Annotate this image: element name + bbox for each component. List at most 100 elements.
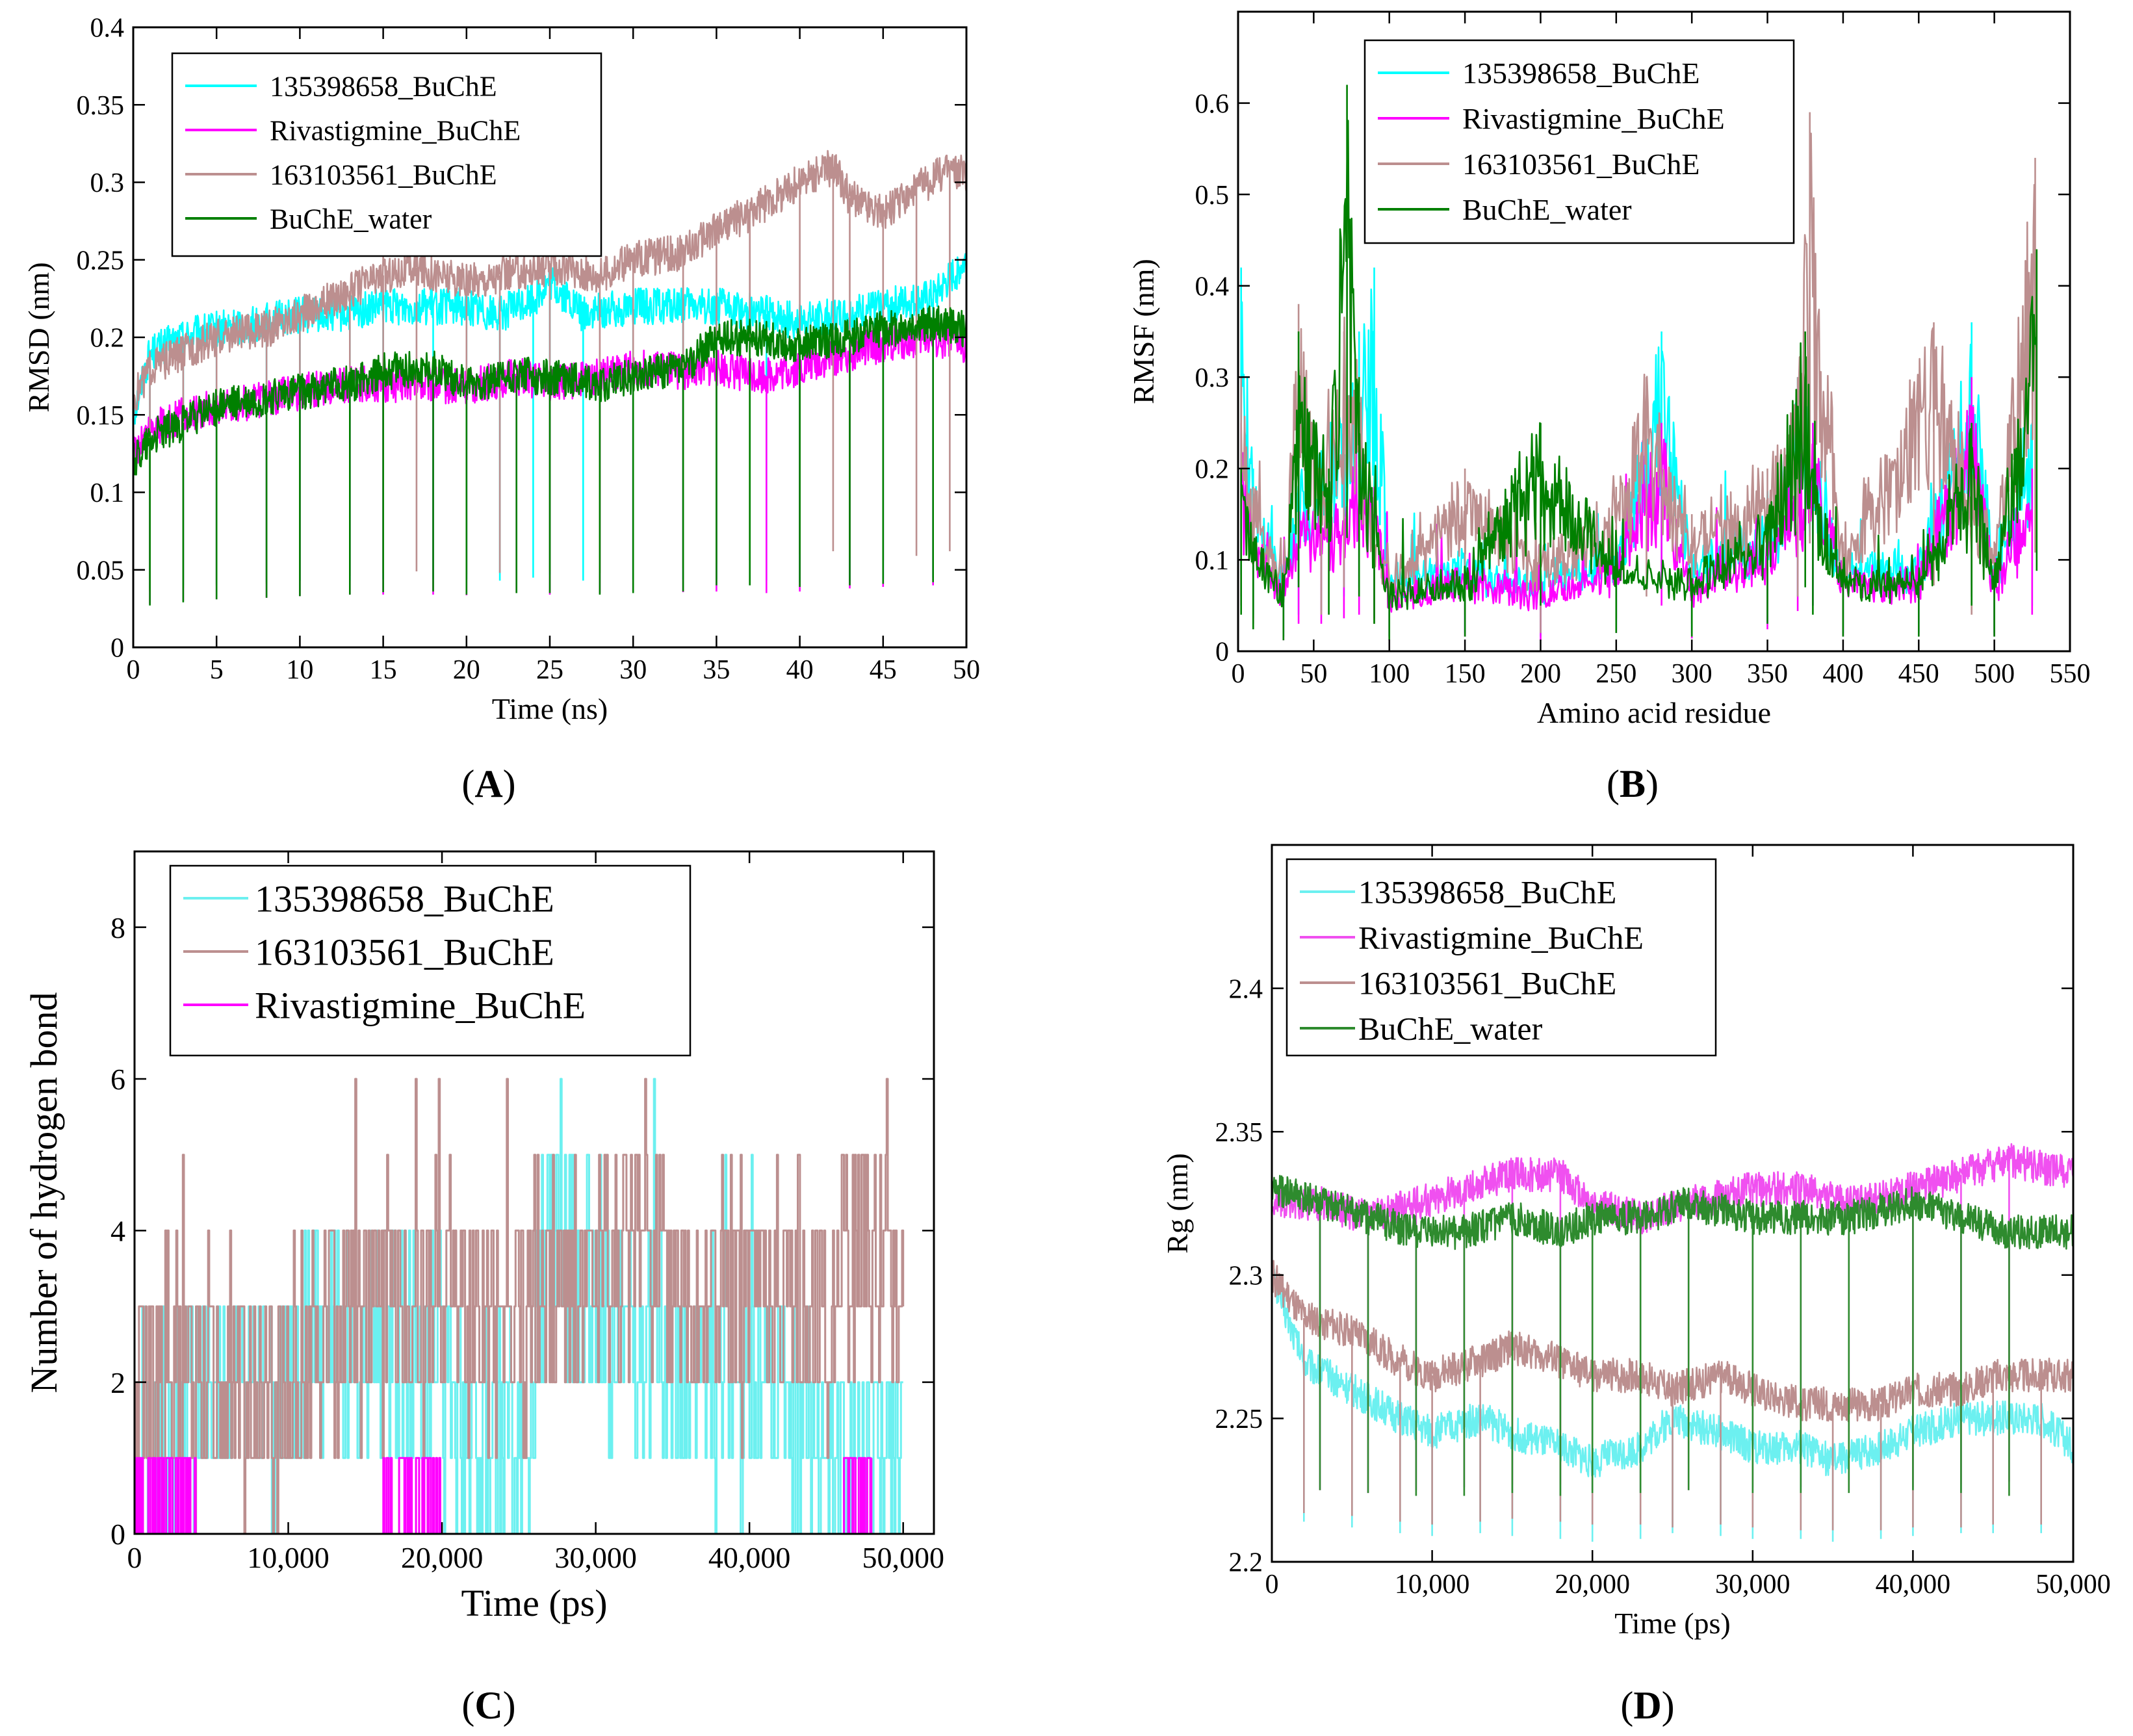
x-tick-label: 400 xyxy=(1822,659,1863,689)
x-tick-label: 0 xyxy=(127,1541,142,1574)
x-tick-label: 200 xyxy=(1520,659,1561,689)
chart-d: 0 10,000 20,000 30,000 40,000 50,000 2.2 2.25 2.… xyxy=(1161,844,2111,1640)
x-tick-label: 50 xyxy=(1300,659,1327,689)
y-tick-label: 0.35 xyxy=(77,91,125,121)
y-tick-label: 0 xyxy=(1215,638,1229,667)
x-tick-label: 20 xyxy=(453,655,480,685)
caption-c: (C) xyxy=(461,1684,516,1727)
legend-entry: 135398658_BuChE xyxy=(270,70,497,102)
x-tick-label: 10 xyxy=(286,655,313,685)
caption-a: (A) xyxy=(461,762,516,805)
caption-c-letter: C xyxy=(474,1684,503,1727)
x-tick-label: 40 xyxy=(786,655,814,685)
series-line-buche-water xyxy=(1240,84,2038,641)
chart-c: 0 10,000 20,000 30,000 40,000 50,000 0 2 4 6 8 Time… xyxy=(23,850,944,1624)
x-tick-label: 45 xyxy=(870,655,897,685)
x-tick-label: 40,000 xyxy=(1876,1570,1951,1600)
legend-box xyxy=(1286,858,1717,1057)
y-tick-label: 0.3 xyxy=(1195,363,1230,393)
caption-d-letter: D xyxy=(1633,1684,1662,1727)
caption-d: (D) xyxy=(1620,1684,1675,1727)
legend: 135398658_BuChE Rivastigmine_BuChE 1631035… xyxy=(171,52,602,257)
x-tick-label: 10,000 xyxy=(1395,1570,1470,1600)
caption-b: (B) xyxy=(1607,762,1659,805)
x-tick-label: 100 xyxy=(1369,659,1410,689)
y-tick-label: 0.4 xyxy=(1195,272,1230,302)
x-tick-label: 30,000 xyxy=(1715,1570,1790,1600)
legend-entry: 135398658_BuChE xyxy=(1462,57,1700,90)
series-group xyxy=(1240,84,2038,641)
y-tick-label: 2.4 xyxy=(1229,974,1263,1004)
legend-box xyxy=(169,864,692,1057)
legend-entry: BuChE_water xyxy=(1462,193,1632,226)
y-tick-label: 0 xyxy=(110,1518,125,1551)
legend-entry: 163103561_BuChE xyxy=(270,159,497,190)
series-line-163103561-buche xyxy=(135,1078,905,1534)
chart-a: 0 5 10 15 20 25 30 35 40 45 50 0 0.05 0.1 0.15 0.2 0.25 0… xyxy=(22,14,980,725)
series-line-163103561-buche xyxy=(1272,1260,2073,1531)
legend-entry: 135398658_BuChE xyxy=(255,877,554,920)
legend-entry: BuChE_water xyxy=(1358,1011,1543,1047)
legend: 135398658_BuChE Rivastigmine_BuChE 1631035… xyxy=(1364,39,1795,244)
y-tick-label: 0.3 xyxy=(90,168,125,198)
legend-entry: Rivastigmine_BuChE xyxy=(270,114,521,146)
x-tick-label: 50,000 xyxy=(2036,1570,2111,1600)
x-tick-label: 500 xyxy=(1974,659,2015,689)
x-tick-label: 30 xyxy=(619,655,647,685)
series-group xyxy=(1272,1143,2073,1542)
y-tick-label: 0.4 xyxy=(90,14,125,44)
y-tick-label: 0 xyxy=(110,634,124,664)
y-tick-label: 2.2 xyxy=(1229,1548,1263,1578)
x-tick-label: 0 xyxy=(1232,659,1245,689)
x-tick-label: 25 xyxy=(536,655,563,685)
x-axis-label: Time (ps) xyxy=(1614,1607,1731,1640)
y-axis-label: Number of hydrogen bond xyxy=(23,992,65,1393)
x-tick-label: 0 xyxy=(127,655,140,685)
legend-entry: Rivastigmine_BuChE xyxy=(255,984,586,1026)
caption-a-letter: A xyxy=(474,762,503,805)
legend-entry: 163103561_BuChE xyxy=(1462,148,1700,181)
x-tick-label: 450 xyxy=(1898,659,1939,689)
x-tick-label: 50 xyxy=(953,655,980,685)
y-tick-label: 0.2 xyxy=(1195,455,1230,485)
y-tick-label: 0.1 xyxy=(90,478,125,508)
x-tick-label: 0 xyxy=(1265,1570,1279,1600)
y-axis-label: Rg (nm) xyxy=(1161,1153,1194,1254)
y-tick-label: 0.05 xyxy=(77,556,125,586)
x-axis-label: Amino acid residue xyxy=(1537,696,1771,729)
y-tick-label: 0.15 xyxy=(77,401,125,431)
legend-entry: Rivastigmine_BuChE xyxy=(1358,920,1644,956)
x-tick-label: 150 xyxy=(1445,659,1486,689)
x-tick-label: 40,000 xyxy=(708,1541,791,1574)
plot-frame xyxy=(1237,10,2071,653)
x-axis-label: Time (ps) xyxy=(461,1582,607,1624)
x-axis-label: Time (ns) xyxy=(492,692,608,725)
y-tick-label: 4 xyxy=(110,1214,125,1247)
legend-entry: Rivastigmine_BuChE xyxy=(1462,102,1725,135)
series-group xyxy=(135,1078,905,1534)
y-tick-label: 0.6 xyxy=(1195,89,1230,119)
legend-entry: 163103561_BuChE xyxy=(1358,965,1616,1002)
y-tick-label: 0.2 xyxy=(90,324,125,354)
y-tick-label: 0.5 xyxy=(1195,181,1230,211)
x-tick-label: 50,000 xyxy=(862,1541,944,1574)
chart-b: 0 50 100 150 200 250 300 350 400 450 500 550 0 0.1 0.2… xyxy=(1127,10,2091,729)
x-tick-label: 250 xyxy=(1596,659,1636,689)
y-tick-label: 2 xyxy=(110,1366,125,1399)
x-tick-label: 15 xyxy=(370,655,397,685)
x-tick-label: 350 xyxy=(1747,659,1788,689)
plot-frame xyxy=(1271,844,2075,1563)
legend: 135398658_BuChE Rivastigmine_BuChE 1631035… xyxy=(1286,858,1717,1057)
x-tick-label: 300 xyxy=(1672,659,1713,689)
y-tick-label: 2.35 xyxy=(1215,1118,1263,1148)
x-tick-label: 20,000 xyxy=(401,1541,484,1574)
series-line-buche-water xyxy=(1272,1174,2073,1496)
series-line-buche-water xyxy=(133,305,966,610)
legend: 135398658_BuChE 163103561_BuChE Rivastigmi… xyxy=(169,864,692,1057)
caption-b-letter: B xyxy=(1619,762,1646,805)
x-tick-label: 35 xyxy=(703,655,730,685)
legend-entry: 163103561_BuChE xyxy=(255,931,554,973)
x-tick-label: 10,000 xyxy=(247,1541,330,1574)
x-tick-label: 550 xyxy=(2050,659,2091,689)
